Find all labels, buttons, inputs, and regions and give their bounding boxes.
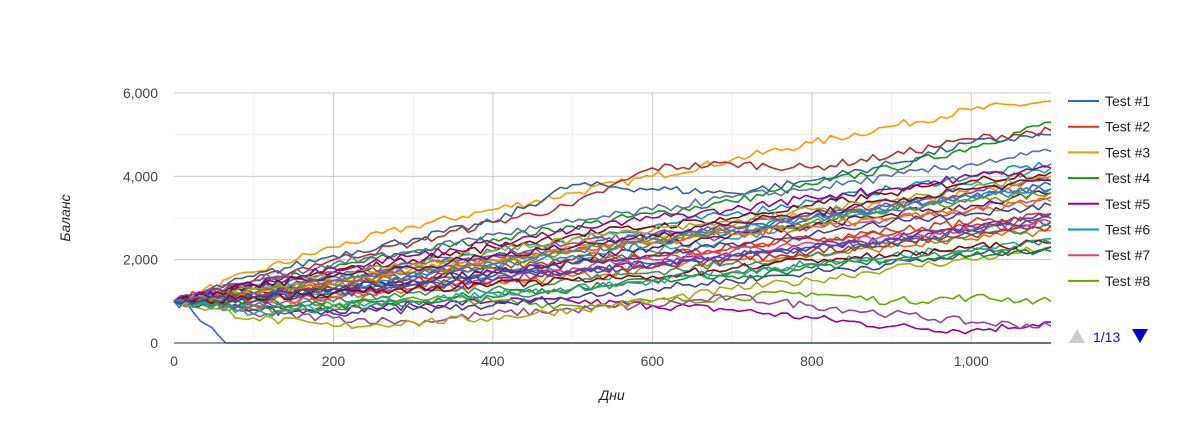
series-line: [173, 239, 1052, 314]
legend: Test #1 Test #2 Test #3 Test #4 Test #5 Test …: [1068, 93, 1150, 289]
legend-entry-label[interactable]: Test #5: [1105, 196, 1150, 212]
series-line: [173, 171, 1052, 303]
y-tick-label: 0: [150, 335, 158, 351]
x-tick-label: 0: [170, 353, 178, 369]
series-lines: [173, 100, 1052, 344]
series-line: [173, 186, 1052, 303]
x-tick-label: 800: [800, 353, 824, 369]
y-tick-label: 6,000: [123, 85, 158, 101]
legend-entry-label[interactable]: Test #3: [1105, 144, 1150, 160]
series-line: [173, 165, 1052, 305]
series-line: [173, 202, 1052, 305]
x-tick-label: 400: [481, 353, 505, 369]
series-line: [173, 239, 1052, 304]
x-tick-label: 200: [322, 353, 346, 369]
series-line: [173, 126, 1052, 305]
x-tick-label: 600: [641, 353, 665, 369]
legend-entry-label[interactable]: Test #6: [1105, 222, 1150, 238]
legend-entry-label[interactable]: Test #7: [1105, 247, 1150, 263]
series-line: [173, 296, 1052, 335]
x-tick-label: 1,000: [954, 353, 989, 369]
legend-page-label: 1/13: [1093, 329, 1120, 345]
legend-entry-label[interactable]: Test #4: [1105, 170, 1150, 186]
series-line: [173, 246, 1052, 330]
tick-labels: 0 200 400 600 800 1,000 0 2,000 4,000 6,000: [123, 85, 989, 369]
x-axis-title: Дни: [597, 387, 625, 403]
y-tick-label: 4,000: [123, 168, 158, 184]
series-line: [173, 132, 1051, 302]
legend-prev-page-icon[interactable]: [1069, 329, 1085, 343]
y-axis-title: Баланс: [57, 194, 73, 241]
legend-next-page-icon[interactable]: [1132, 329, 1148, 343]
legend-pager: 1/13: [1069, 329, 1148, 345]
legend-entry-label[interactable]: Test #8: [1105, 273, 1150, 289]
series-line: [173, 148, 1052, 303]
series-line: [173, 178, 1052, 303]
series-line: [173, 213, 1052, 305]
legend-entry-label[interactable]: Test #2: [1105, 119, 1150, 135]
series-line: [173, 100, 1052, 304]
legend-entry-label[interactable]: Test #1: [1105, 93, 1150, 109]
y-tick-label: 2,000: [123, 252, 158, 268]
